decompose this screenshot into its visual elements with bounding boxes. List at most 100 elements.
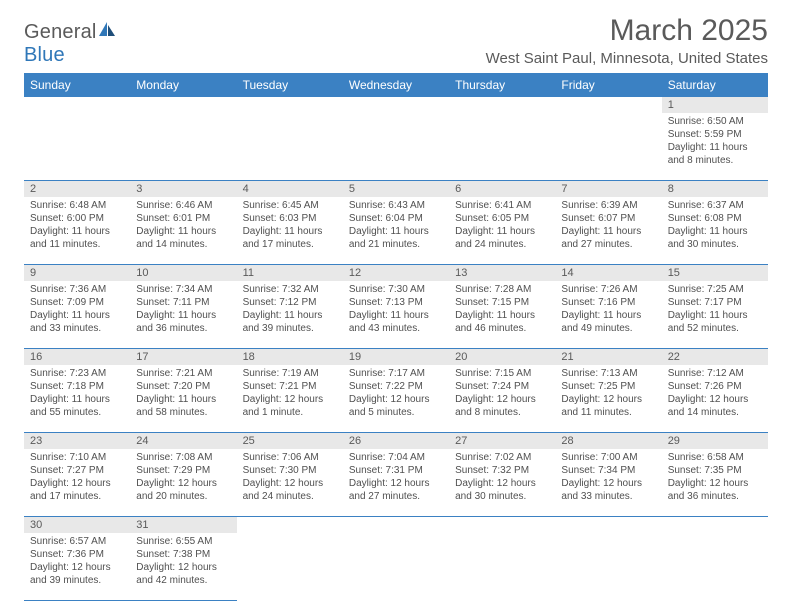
day-details: Sunrise: 7:12 AMSunset: 7:26 PMDaylight:… <box>662 365 768 423</box>
calendar-cell: 1Sunrise: 6:50 AMSunset: 5:59 PMDaylight… <box>662 97 768 181</box>
calendar-cell <box>237 97 343 181</box>
sunset-line: Sunset: 7:26 PM <box>668 380 762 393</box>
daylight-line: Daylight: 12 hours and 42 minutes. <box>136 561 230 587</box>
calendar-cell <box>555 517 661 601</box>
day-number: 30 <box>24 517 130 533</box>
daylight-line: Daylight: 11 hours and 14 minutes. <box>136 225 230 251</box>
calendar-cell: 23Sunrise: 7:10 AMSunset: 7:27 PMDayligh… <box>24 433 130 517</box>
sunset-line: Sunset: 7:25 PM <box>561 380 655 393</box>
sunrise-line: Sunrise: 7:10 AM <box>30 451 124 464</box>
day-details: Sunrise: 6:50 AMSunset: 5:59 PMDaylight:… <box>662 113 768 171</box>
calendar-cell: 28Sunrise: 7:00 AMSunset: 7:34 PMDayligh… <box>555 433 661 517</box>
calendar-cell: 24Sunrise: 7:08 AMSunset: 7:29 PMDayligh… <box>130 433 236 517</box>
calendar-cell: 3Sunrise: 6:46 AMSunset: 6:01 PMDaylight… <box>130 181 236 265</box>
sunrise-line: Sunrise: 6:43 AM <box>349 199 443 212</box>
day-details: Sunrise: 7:06 AMSunset: 7:30 PMDaylight:… <box>237 449 343 507</box>
weekday-header: Friday <box>555 74 661 97</box>
calendar-cell: 14Sunrise: 7:26 AMSunset: 7:16 PMDayligh… <box>555 265 661 349</box>
day-details: Sunrise: 6:55 AMSunset: 7:38 PMDaylight:… <box>130 533 236 591</box>
calendar-cell <box>662 517 768 601</box>
day-number: 3 <box>130 181 236 197</box>
daylight-line: Daylight: 11 hours and 33 minutes. <box>30 309 124 335</box>
sunrise-line: Sunrise: 7:36 AM <box>30 283 124 296</box>
day-number: 29 <box>662 433 768 449</box>
calendar-cell: 18Sunrise: 7:19 AMSunset: 7:21 PMDayligh… <box>237 349 343 433</box>
day-number: 23 <box>24 433 130 449</box>
sunrise-line: Sunrise: 6:39 AM <box>561 199 655 212</box>
sunrise-line: Sunrise: 7:32 AM <box>243 283 337 296</box>
daylight-line: Daylight: 11 hours and 58 minutes. <box>136 393 230 419</box>
daylight-line: Daylight: 11 hours and 39 minutes. <box>243 309 337 335</box>
day-number: 31 <box>130 517 236 533</box>
calendar-week-row: 30Sunrise: 6:57 AMSunset: 7:36 PMDayligh… <box>24 517 768 601</box>
daylight-line: Daylight: 12 hours and 11 minutes. <box>561 393 655 419</box>
sunrise-line: Sunrise: 6:41 AM <box>455 199 549 212</box>
day-details: Sunrise: 6:45 AMSunset: 6:03 PMDaylight:… <box>237 197 343 255</box>
day-details: Sunrise: 7:28 AMSunset: 7:15 PMDaylight:… <box>449 281 555 339</box>
daylight-line: Daylight: 12 hours and 24 minutes. <box>243 477 337 503</box>
sunrise-line: Sunrise: 7:19 AM <box>243 367 337 380</box>
sunrise-line: Sunrise: 7:00 AM <box>561 451 655 464</box>
calendar-cell: 15Sunrise: 7:25 AMSunset: 7:17 PMDayligh… <box>662 265 768 349</box>
day-details: Sunrise: 6:41 AMSunset: 6:05 PMDaylight:… <box>449 197 555 255</box>
day-number: 6 <box>449 181 555 197</box>
empty-cell <box>237 97 343 113</box>
day-number: 13 <box>449 265 555 281</box>
sunset-line: Sunset: 7:17 PM <box>668 296 762 309</box>
day-details: Sunrise: 6:48 AMSunset: 6:00 PMDaylight:… <box>24 197 130 255</box>
calendar-cell: 8Sunrise: 6:37 AMSunset: 6:08 PMDaylight… <box>662 181 768 265</box>
sunset-line: Sunset: 6:00 PM <box>30 212 124 225</box>
calendar-cell: 9Sunrise: 7:36 AMSunset: 7:09 PMDaylight… <box>24 265 130 349</box>
title-block: March 2025 West Saint Paul, Minnesota, U… <box>486 14 768 67</box>
sunset-line: Sunset: 7:30 PM <box>243 464 337 477</box>
day-details: Sunrise: 7:00 AMSunset: 7:34 PMDaylight:… <box>555 449 661 507</box>
daylight-line: Daylight: 12 hours and 17 minutes. <box>30 477 124 503</box>
calendar-cell: 27Sunrise: 7:02 AMSunset: 7:32 PMDayligh… <box>449 433 555 517</box>
calendar-cell: 19Sunrise: 7:17 AMSunset: 7:22 PMDayligh… <box>343 349 449 433</box>
weekday-header: Tuesday <box>237 74 343 97</box>
day-number: 12 <box>343 265 449 281</box>
calendar-cell: 5Sunrise: 6:43 AMSunset: 6:04 PMDaylight… <box>343 181 449 265</box>
daylight-line: Daylight: 12 hours and 14 minutes. <box>668 393 762 419</box>
sunrise-line: Sunrise: 6:45 AM <box>243 199 337 212</box>
sunrise-line: Sunrise: 6:57 AM <box>30 535 124 548</box>
day-details: Sunrise: 7:26 AMSunset: 7:16 PMDaylight:… <box>555 281 661 339</box>
sunset-line: Sunset: 7:22 PM <box>349 380 443 393</box>
empty-cell <box>24 97 130 113</box>
location-subtitle: West Saint Paul, Minnesota, United State… <box>486 50 768 67</box>
weekday-header: Wednesday <box>343 74 449 97</box>
weekday-header: Sunday <box>24 74 130 97</box>
sunset-line: Sunset: 7:09 PM <box>30 296 124 309</box>
sunrise-line: Sunrise: 6:37 AM <box>668 199 762 212</box>
logo: GeneralBlue <box>24 14 117 67</box>
page-header: GeneralBlue March 2025 West Saint Paul, … <box>24 14 768 67</box>
sunrise-line: Sunrise: 7:17 AM <box>349 367 443 380</box>
day-details: Sunrise: 6:43 AMSunset: 6:04 PMDaylight:… <box>343 197 449 255</box>
day-details: Sunrise: 7:21 AMSunset: 7:20 PMDaylight:… <box>130 365 236 423</box>
empty-cell <box>343 97 449 113</box>
calendar-cell <box>343 517 449 601</box>
sunset-line: Sunset: 7:16 PM <box>561 296 655 309</box>
daylight-line: Daylight: 11 hours and 11 minutes. <box>30 225 124 251</box>
day-number: 22 <box>662 349 768 365</box>
daylight-line: Daylight: 12 hours and 39 minutes. <box>30 561 124 587</box>
calendar-table: SundayMondayTuesdayWednesdayThursdayFrid… <box>24 73 768 601</box>
day-number: 7 <box>555 181 661 197</box>
sunset-line: Sunset: 7:11 PM <box>136 296 230 309</box>
calendar-cell <box>449 517 555 601</box>
calendar-week-row: 23Sunrise: 7:10 AMSunset: 7:27 PMDayligh… <box>24 433 768 517</box>
day-number: 21 <box>555 349 661 365</box>
month-title: March 2025 <box>486 14 768 48</box>
sunrise-line: Sunrise: 6:55 AM <box>136 535 230 548</box>
day-details: Sunrise: 7:34 AMSunset: 7:11 PMDaylight:… <box>130 281 236 339</box>
day-details: Sunrise: 7:23 AMSunset: 7:18 PMDaylight:… <box>24 365 130 423</box>
daylight-line: Daylight: 12 hours and 36 minutes. <box>668 477 762 503</box>
daylight-line: Daylight: 11 hours and 8 minutes. <box>668 141 762 167</box>
day-number: 24 <box>130 433 236 449</box>
calendar-week-row: 1Sunrise: 6:50 AMSunset: 5:59 PMDaylight… <box>24 97 768 181</box>
sunset-line: Sunset: 7:20 PM <box>136 380 230 393</box>
logo-text: GeneralBlue <box>24 20 117 67</box>
day-details: Sunrise: 7:15 AMSunset: 7:24 PMDaylight:… <box>449 365 555 423</box>
sunset-line: Sunset: 7:38 PM <box>136 548 230 561</box>
logo-text-a: General <box>24 21 97 43</box>
